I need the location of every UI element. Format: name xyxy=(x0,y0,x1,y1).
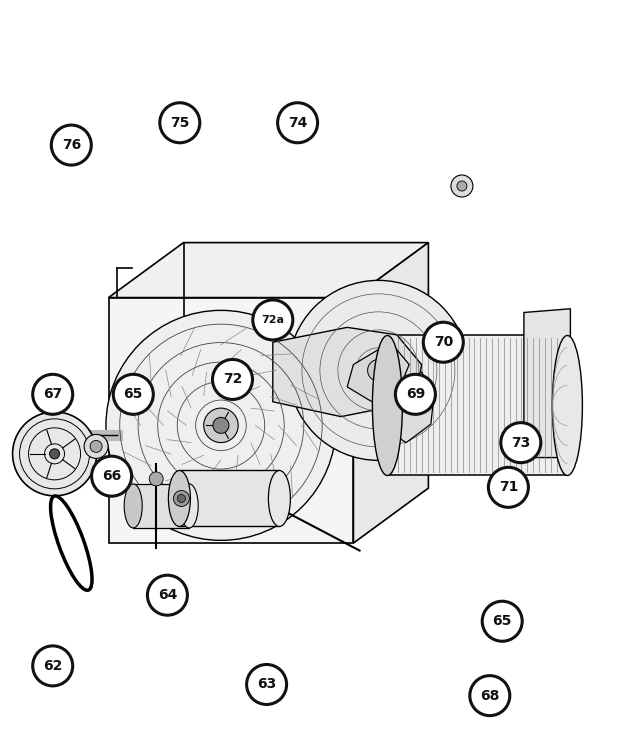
Polygon shape xyxy=(524,309,570,458)
Circle shape xyxy=(482,601,522,641)
Text: 67: 67 xyxy=(43,388,63,401)
Text: 76: 76 xyxy=(61,138,81,152)
Polygon shape xyxy=(347,342,409,402)
Circle shape xyxy=(501,423,541,463)
Text: 65: 65 xyxy=(492,615,512,628)
Text: 62: 62 xyxy=(43,659,63,673)
Text: eReplacementParts.com: eReplacementParts.com xyxy=(234,395,386,408)
Circle shape xyxy=(278,103,317,143)
Polygon shape xyxy=(388,336,567,475)
Circle shape xyxy=(12,412,97,496)
Circle shape xyxy=(470,676,510,716)
Polygon shape xyxy=(353,243,428,543)
Circle shape xyxy=(423,322,463,362)
Circle shape xyxy=(368,359,389,381)
Circle shape xyxy=(247,664,286,705)
Text: 75: 75 xyxy=(170,116,190,129)
Text: 74: 74 xyxy=(288,116,308,129)
Circle shape xyxy=(106,310,336,540)
Circle shape xyxy=(451,175,473,197)
Circle shape xyxy=(50,449,60,459)
Circle shape xyxy=(33,374,73,414)
Ellipse shape xyxy=(552,336,582,475)
Circle shape xyxy=(213,359,252,400)
Text: 73: 73 xyxy=(511,436,531,449)
Polygon shape xyxy=(384,372,434,443)
Circle shape xyxy=(457,181,467,191)
Circle shape xyxy=(149,472,163,486)
Circle shape xyxy=(33,646,73,686)
Circle shape xyxy=(177,495,185,502)
Text: 66: 66 xyxy=(102,469,122,483)
Ellipse shape xyxy=(124,484,142,528)
Circle shape xyxy=(113,374,153,414)
Text: 72a: 72a xyxy=(261,315,285,325)
Circle shape xyxy=(396,374,435,414)
Circle shape xyxy=(90,440,102,452)
Circle shape xyxy=(174,490,189,507)
Circle shape xyxy=(288,280,468,461)
Polygon shape xyxy=(273,327,422,417)
Text: 71: 71 xyxy=(498,481,518,494)
Circle shape xyxy=(148,575,187,615)
Polygon shape xyxy=(133,484,189,528)
Text: 69: 69 xyxy=(405,388,425,401)
Ellipse shape xyxy=(169,470,190,527)
Circle shape xyxy=(51,125,91,165)
Ellipse shape xyxy=(268,470,290,527)
Circle shape xyxy=(204,408,238,443)
Text: 64: 64 xyxy=(157,589,177,602)
Ellipse shape xyxy=(373,336,402,475)
Text: 65: 65 xyxy=(123,388,143,401)
Polygon shape xyxy=(108,298,353,543)
Circle shape xyxy=(160,103,200,143)
Polygon shape xyxy=(108,243,428,298)
Circle shape xyxy=(489,467,528,507)
Text: 72: 72 xyxy=(223,373,242,386)
Circle shape xyxy=(253,300,293,340)
Polygon shape xyxy=(179,470,280,527)
Circle shape xyxy=(213,417,229,433)
Text: 68: 68 xyxy=(480,689,500,702)
Text: 63: 63 xyxy=(257,678,277,691)
Circle shape xyxy=(92,456,131,496)
Text: 70: 70 xyxy=(433,336,453,349)
Ellipse shape xyxy=(180,484,198,528)
Circle shape xyxy=(84,434,108,458)
